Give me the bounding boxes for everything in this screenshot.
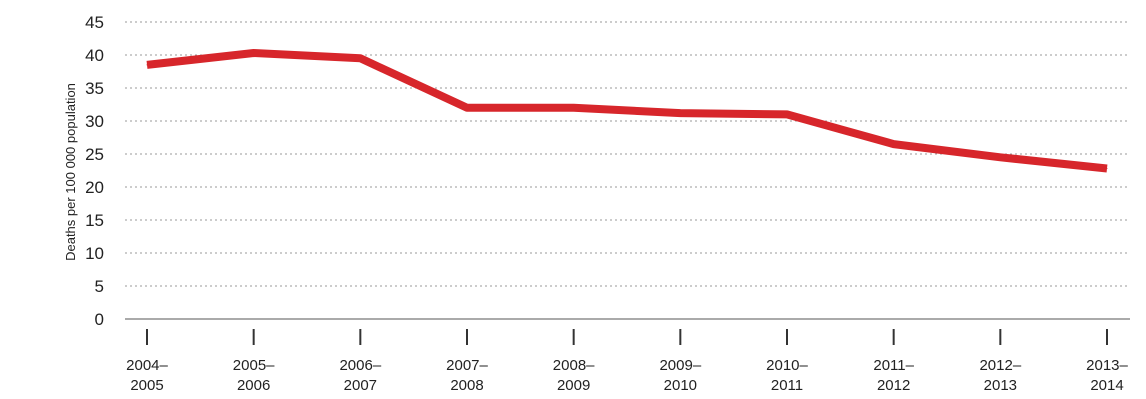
x-axis-ticks: 2004– 2005 2005– 2006 2006– 2007 2007– 2008 2008… (126, 329, 1129, 394)
y-axis-ticks: 0 5 10 15 20 25 30 35 40 45 (85, 13, 104, 329)
x-tick-label: 2004– (126, 357, 168, 374)
x-tick-label: 2007– (446, 357, 488, 374)
x-tick-label: 2010– (766, 357, 808, 374)
x-tick-label: 2013 (984, 377, 1017, 394)
y-tick-label: 10 (85, 244, 104, 263)
x-tick-label: 2012 (877, 377, 910, 394)
y-tick-label: 5 (95, 277, 104, 296)
y-tick-label: 15 (85, 211, 104, 230)
data-point (573, 107, 575, 109)
data-point (466, 107, 468, 109)
y-tick-label: 40 (85, 46, 104, 65)
data-point (1106, 168, 1108, 170)
x-tick-label: 2006– (339, 357, 381, 374)
y-tick-label: 25 (85, 145, 104, 164)
x-tick-label: 2014 (1090, 377, 1123, 394)
x-tick-label: 2008 (450, 377, 483, 394)
x-tick-label: 2007 (344, 377, 377, 394)
x-tick-label: 2010 (664, 377, 697, 394)
x-tick-label: 2011– (873, 357, 914, 374)
x-tick-label: 2009– (659, 357, 701, 374)
x-tick-label: 2005 (130, 377, 163, 394)
data-point (999, 156, 1001, 158)
y-axis-label: Deaths per 100 000 population (63, 83, 78, 261)
y-tick-label: 35 (85, 79, 104, 98)
data-point (893, 143, 895, 145)
data-point (253, 52, 255, 54)
series-group (146, 49, 1108, 173)
x-tick-label: 2013– (1086, 357, 1128, 374)
x-tick-label: 2008– (553, 357, 595, 374)
x-tick-label: 2009 (557, 377, 590, 394)
series-line (146, 49, 1108, 173)
y-tick-label: 0 (95, 310, 104, 329)
y-tick-label: 45 (85, 13, 104, 32)
x-tick-label: 2005– (233, 357, 275, 374)
data-point (679, 112, 681, 114)
x-tick-label: 2006 (237, 377, 270, 394)
y-tick-label: 30 (85, 112, 104, 131)
data-point (359, 57, 361, 59)
x-tick-label: 2011 (771, 377, 803, 394)
y-tick-label: 20 (85, 178, 104, 197)
data-point (786, 113, 788, 115)
x-tick-label: 2012– (979, 357, 1021, 374)
data-point (146, 64, 148, 66)
